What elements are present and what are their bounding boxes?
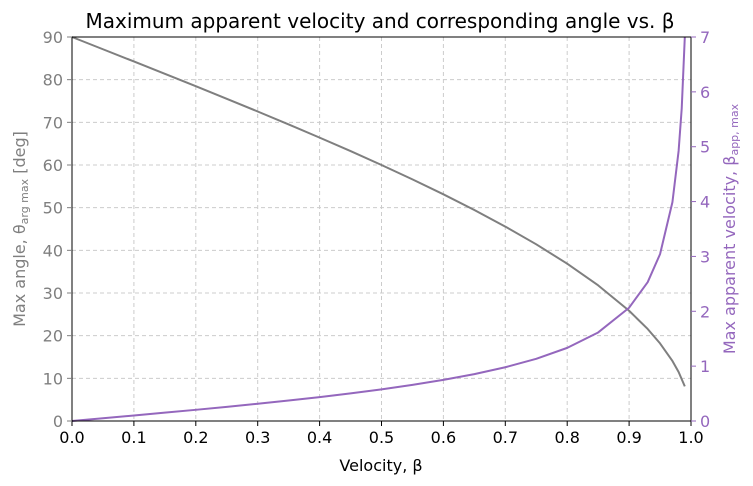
- y-right-tick-label: 6: [700, 83, 710, 102]
- y-left-tick-label: 90: [43, 28, 63, 47]
- x-tick-label: 0.7: [493, 428, 518, 447]
- y-left-label-sub: arg max: [18, 178, 31, 224]
- y-left-tick-label: 70: [43, 113, 63, 132]
- y-right-tick-label: 2: [700, 302, 710, 321]
- y-right-axis: 0 1 2 3 4 5 6 7: [691, 28, 710, 431]
- x-tick-label: 0.0: [59, 428, 84, 447]
- y-right-tick-label: 0: [700, 412, 710, 431]
- y-right-tick-label: 4: [700, 193, 710, 212]
- y-right-axis-label: Max apparent velocity, βapp, max: [720, 103, 741, 354]
- series-line-max-apparent-velocity: [71, 36, 686, 422]
- x-tick-label: 0.4: [307, 428, 332, 447]
- y-left-tick-label: 50: [43, 199, 63, 218]
- y-right-label-sub: app, max: [728, 103, 741, 155]
- y-left-axis: 0 10 20 30 40 50 60 70 80 90: [43, 28, 72, 431]
- x-tick-label: 0.8: [554, 428, 579, 447]
- y-left-tick-label: 30: [43, 284, 63, 303]
- x-tick-label: 0.1: [121, 428, 146, 447]
- y-left-tick-label: 10: [43, 369, 63, 388]
- x-tick-label: 1.0: [678, 428, 703, 447]
- y-left-tick-label: 0: [53, 412, 63, 431]
- x-tick-label: 0.9: [616, 428, 641, 447]
- y-left-label-main: Max angle, θ: [10, 224, 29, 327]
- y-right-tick-label: 7: [700, 28, 710, 47]
- y-right-tick-label: 1: [700, 357, 710, 376]
- y-right-tick-label: 3: [700, 247, 710, 266]
- chart-title: Maximum apparent velocity and correspond…: [85, 9, 674, 33]
- x-tick-label: 0.3: [245, 428, 270, 447]
- x-tick-label: 0.2: [183, 428, 208, 447]
- series-line-max-angle: [71, 36, 686, 387]
- y-left-label-unit: [deg]: [10, 131, 29, 179]
- x-axis-label: Velocity, β: [339, 456, 422, 475]
- y-right-label-main: Max apparent velocity, β: [720, 156, 739, 355]
- y-left-tick-label: 80: [43, 71, 63, 90]
- x-axis: 0.0 0.1 0.2 0.3 0.4 0.5 0.6 0.7 0.8 0.9 1.0: [59, 421, 704, 447]
- y-left-tick-label: 60: [43, 156, 63, 175]
- y-left-tick-label: 20: [43, 327, 63, 346]
- x-tick-label: 0.6: [431, 428, 456, 447]
- y-left-tick-label: 40: [43, 241, 63, 260]
- y-left-axis-label: Max angle, θarg max [deg]: [10, 131, 31, 327]
- series-layer: [71, 36, 686, 422]
- y-right-tick-label: 5: [700, 138, 710, 157]
- x-tick-label: 0.5: [369, 428, 394, 447]
- grid: [71, 36, 692, 422]
